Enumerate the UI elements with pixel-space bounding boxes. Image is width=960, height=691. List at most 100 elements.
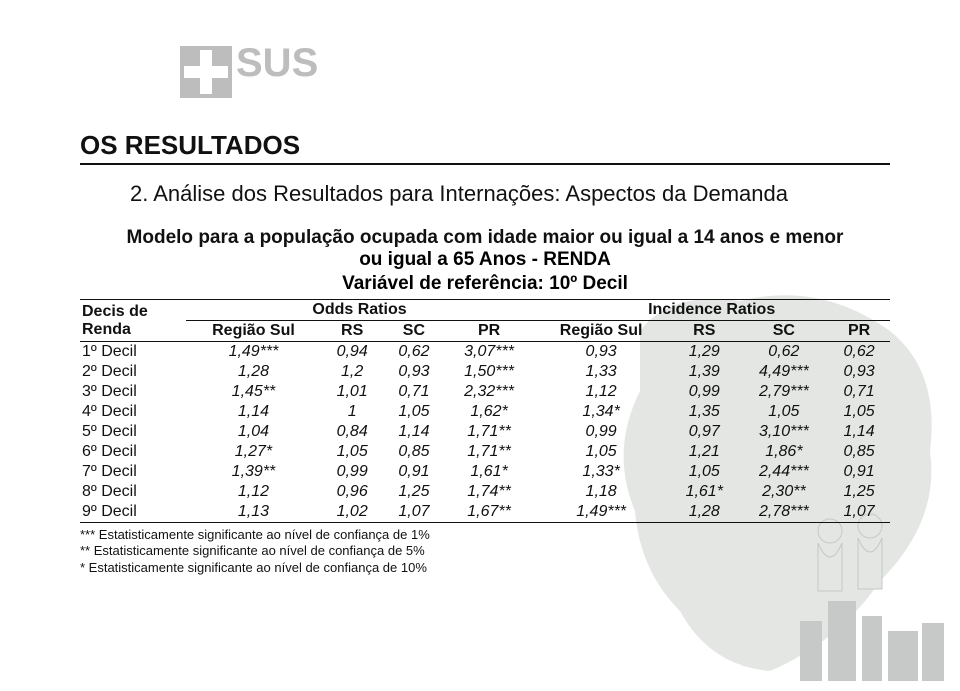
table-row: 7º Decil1,39**0,990,911,61*1,33*1,052,44… bbox=[80, 462, 890, 482]
row-label: 7º Decil bbox=[80, 462, 186, 482]
row-label: 8º Decil bbox=[80, 482, 186, 502]
cell: 1,29 bbox=[669, 342, 740, 363]
row-label: 5º Decil bbox=[80, 422, 186, 442]
col-regiao-sul-1: Região Sul bbox=[186, 321, 322, 342]
cell: 0,94 bbox=[321, 342, 383, 363]
cell: 0,93 bbox=[533, 342, 669, 363]
row-label: 4º Decil bbox=[80, 402, 186, 422]
row-label: 3º Decil bbox=[80, 382, 186, 402]
cell: 1,07 bbox=[383, 502, 445, 523]
table-row: 2º Decil1,281,20,931,50***1,331,394,49**… bbox=[80, 362, 890, 382]
cell: 1,74** bbox=[445, 482, 534, 502]
col-rs-1: RS bbox=[321, 321, 383, 342]
cell: 3,10*** bbox=[740, 422, 829, 442]
cell: 0,62 bbox=[740, 342, 829, 363]
cell: 1,14 bbox=[828, 422, 890, 442]
cell: 1,04 bbox=[186, 422, 322, 442]
cell: 1,12 bbox=[533, 382, 669, 402]
section-title: OS RESULTADOS bbox=[80, 48, 890, 165]
footnote-3: * Estatisticamente significante ao nível… bbox=[80, 560, 890, 576]
cell: 0,71 bbox=[383, 382, 445, 402]
cell: 1,45** bbox=[186, 382, 322, 402]
cell: 1,49*** bbox=[533, 502, 669, 523]
cell: 1 bbox=[321, 402, 383, 422]
table-row: 3º Decil1,45**1,010,712,32***1,120,992,7… bbox=[80, 382, 890, 402]
cell: 2,30** bbox=[740, 482, 829, 502]
cell: 0,62 bbox=[383, 342, 445, 363]
cell: 1,71** bbox=[445, 422, 534, 442]
cell: 1,39 bbox=[669, 362, 740, 382]
cell: 1,34* bbox=[533, 402, 669, 422]
decis-label-1: Decis de bbox=[82, 303, 148, 320]
cell: 1,13 bbox=[186, 502, 322, 523]
cell: 1,12 bbox=[186, 482, 322, 502]
cell: 1,02 bbox=[321, 502, 383, 523]
cell: 1,14 bbox=[383, 422, 445, 442]
cell: 1,61* bbox=[445, 462, 534, 482]
cell: 4,49*** bbox=[740, 362, 829, 382]
cell: 1,28 bbox=[186, 362, 322, 382]
cell: 1,25 bbox=[828, 482, 890, 502]
results-table: Decis de Renda Odds Ratios Incidence Rat… bbox=[80, 299, 890, 523]
cell: 1,01 bbox=[321, 382, 383, 402]
footnote-1: *** Estatisticamente significante ao nív… bbox=[80, 527, 890, 543]
col-pr-2: PR bbox=[828, 321, 890, 342]
cell: 1,67** bbox=[445, 502, 534, 523]
cell: 2,32*** bbox=[445, 382, 534, 402]
cell: 1,21 bbox=[669, 442, 740, 462]
cell: 0,91 bbox=[383, 462, 445, 482]
cell: 1,61* bbox=[669, 482, 740, 502]
model-title-line2: ou igual a 65 Anos - RENDA bbox=[80, 249, 890, 271]
model-title-line1: Modelo para a população ocupada com idad… bbox=[80, 207, 890, 249]
table-row: 6º Decil1,27*1,050,851,71**1,051,211,86*… bbox=[80, 442, 890, 462]
table-row: 4º Decil1,1411,051,62*1,34*1,351,051,05 bbox=[80, 402, 890, 422]
col-sc-1: SC bbox=[383, 321, 445, 342]
col-regiao-sul-2: Região Sul bbox=[533, 321, 669, 342]
cell: 1,33* bbox=[533, 462, 669, 482]
table-row: 5º Decil1,040,841,141,71**0,990,973,10**… bbox=[80, 422, 890, 442]
row-label: 9º Decil bbox=[80, 502, 186, 523]
cell: 0,84 bbox=[321, 422, 383, 442]
col-sc-2: SC bbox=[740, 321, 829, 342]
cell: 0,99 bbox=[533, 422, 669, 442]
cell: 1,07 bbox=[828, 502, 890, 523]
cell: 1,39** bbox=[186, 462, 322, 482]
cell: 0,91 bbox=[828, 462, 890, 482]
page-content: OS RESULTADOS 2. Análise dos Resultados … bbox=[0, 0, 960, 576]
cell: 0,97 bbox=[669, 422, 740, 442]
cell: 2,79*** bbox=[740, 382, 829, 402]
row-label: 6º Decil bbox=[80, 442, 186, 462]
col-rs-2: RS bbox=[669, 321, 740, 342]
cell: 1,28 bbox=[669, 502, 740, 523]
cell: 1,05 bbox=[669, 462, 740, 482]
row-label: 2º Decil bbox=[80, 362, 186, 382]
col-pr-1: PR bbox=[445, 321, 534, 342]
cell: 2,78*** bbox=[740, 502, 829, 523]
cell: 1,86* bbox=[740, 442, 829, 462]
cell: 1,2 bbox=[321, 362, 383, 382]
cell: 1,14 bbox=[186, 402, 322, 422]
cell: 1,49*** bbox=[186, 342, 322, 363]
cell: 1,62* bbox=[445, 402, 534, 422]
cell: 1,35 bbox=[669, 402, 740, 422]
cell: 1,05 bbox=[533, 442, 669, 462]
footnote-2: ** Estatisticamente significante ao níve… bbox=[80, 543, 890, 559]
cell: 1,27* bbox=[186, 442, 322, 462]
cell: 0,96 bbox=[321, 482, 383, 502]
cell: 1,05 bbox=[383, 402, 445, 422]
reference-variable: Variável de referência: 10º Decil bbox=[80, 271, 890, 295]
column-headers-row: Região Sul RS SC PR Região Sul RS SC PR bbox=[80, 321, 890, 342]
cell: 0,93 bbox=[383, 362, 445, 382]
table-body: 1º Decil1,49***0,940,623,07***0,931,290,… bbox=[80, 342, 890, 523]
cell: 0,85 bbox=[383, 442, 445, 462]
cell: 2,44*** bbox=[740, 462, 829, 482]
cell: 1,71** bbox=[445, 442, 534, 462]
cell: 1,05 bbox=[828, 402, 890, 422]
table-row: 9º Decil1,131,021,071,67**1,49***1,282,7… bbox=[80, 502, 890, 523]
cell: 0,99 bbox=[669, 382, 740, 402]
col-header-decis: Decis de Renda bbox=[80, 300, 186, 342]
cell: 3,07*** bbox=[445, 342, 534, 363]
cell: 1,50*** bbox=[445, 362, 534, 382]
cell: 1,33 bbox=[533, 362, 669, 382]
cell: 1,18 bbox=[533, 482, 669, 502]
